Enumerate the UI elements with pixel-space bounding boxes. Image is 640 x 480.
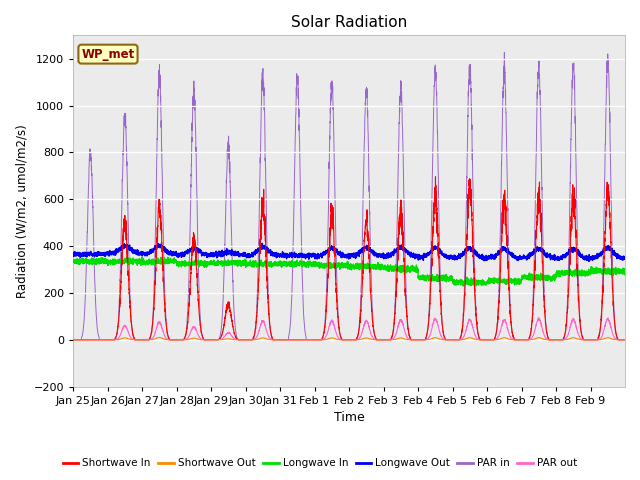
Text: WP_met: WP_met xyxy=(81,48,134,60)
X-axis label: Time: Time xyxy=(333,411,364,424)
Title: Solar Radiation: Solar Radiation xyxy=(291,15,407,30)
Y-axis label: Radiation (W/m2, umol/m2/s): Radiation (W/m2, umol/m2/s) xyxy=(15,124,28,298)
Legend: Shortwave In, Shortwave Out, Longwave In, Longwave Out, PAR in, PAR out: Shortwave In, Shortwave Out, Longwave In… xyxy=(58,454,582,472)
